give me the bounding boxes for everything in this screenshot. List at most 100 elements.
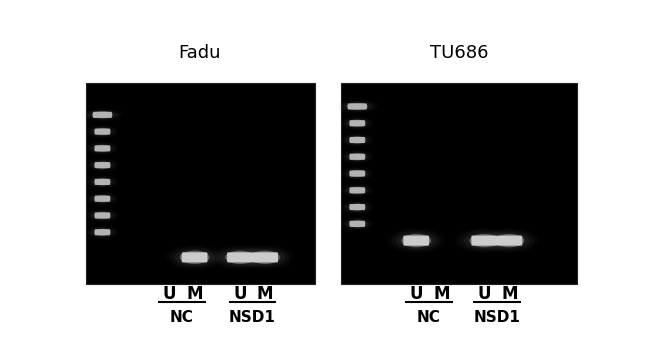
Text: M: M bbox=[501, 285, 517, 303]
FancyBboxPatch shape bbox=[95, 196, 110, 202]
Ellipse shape bbox=[348, 136, 366, 143]
Ellipse shape bbox=[400, 234, 432, 247]
FancyBboxPatch shape bbox=[95, 145, 110, 151]
FancyBboxPatch shape bbox=[404, 236, 429, 246]
Ellipse shape bbox=[469, 234, 500, 247]
Ellipse shape bbox=[94, 229, 111, 236]
Ellipse shape bbox=[88, 126, 116, 137]
Ellipse shape bbox=[349, 153, 365, 160]
FancyBboxPatch shape bbox=[350, 171, 365, 177]
Ellipse shape bbox=[348, 120, 366, 127]
Ellipse shape bbox=[94, 178, 111, 185]
FancyBboxPatch shape bbox=[350, 137, 365, 143]
Bar bbox=[341, 83, 577, 284]
Ellipse shape bbox=[469, 234, 499, 247]
FancyBboxPatch shape bbox=[252, 252, 278, 262]
Ellipse shape bbox=[170, 247, 220, 268]
FancyBboxPatch shape bbox=[350, 154, 365, 160]
Ellipse shape bbox=[88, 227, 116, 238]
Ellipse shape bbox=[402, 234, 431, 247]
Ellipse shape bbox=[91, 228, 114, 237]
Text: M: M bbox=[187, 285, 203, 303]
Ellipse shape bbox=[347, 103, 368, 110]
Ellipse shape bbox=[91, 127, 114, 136]
Ellipse shape bbox=[343, 201, 371, 213]
Ellipse shape bbox=[91, 194, 114, 203]
Ellipse shape bbox=[240, 247, 290, 268]
Ellipse shape bbox=[94, 162, 111, 169]
Ellipse shape bbox=[94, 179, 111, 185]
FancyBboxPatch shape bbox=[348, 103, 367, 110]
Ellipse shape bbox=[396, 232, 437, 249]
FancyBboxPatch shape bbox=[95, 162, 110, 168]
Ellipse shape bbox=[225, 251, 255, 264]
Ellipse shape bbox=[91, 178, 114, 186]
Ellipse shape bbox=[88, 110, 117, 119]
FancyBboxPatch shape bbox=[497, 236, 523, 246]
FancyBboxPatch shape bbox=[95, 179, 110, 185]
Ellipse shape bbox=[346, 186, 369, 195]
Ellipse shape bbox=[493, 234, 525, 247]
Text: M: M bbox=[433, 285, 450, 303]
FancyBboxPatch shape bbox=[350, 221, 365, 227]
Text: TU686: TU686 bbox=[430, 44, 488, 62]
Ellipse shape bbox=[94, 195, 111, 202]
Text: U: U bbox=[410, 285, 423, 303]
Ellipse shape bbox=[94, 145, 111, 152]
Ellipse shape bbox=[88, 160, 116, 171]
Ellipse shape bbox=[94, 145, 111, 152]
Ellipse shape bbox=[495, 234, 524, 247]
Ellipse shape bbox=[346, 103, 369, 110]
Ellipse shape bbox=[174, 249, 215, 266]
Ellipse shape bbox=[88, 176, 116, 188]
Text: NSD1: NSD1 bbox=[473, 310, 520, 325]
Ellipse shape bbox=[94, 128, 111, 135]
Ellipse shape bbox=[179, 251, 211, 264]
FancyBboxPatch shape bbox=[350, 187, 365, 193]
Ellipse shape bbox=[346, 219, 369, 228]
Ellipse shape bbox=[88, 143, 116, 154]
FancyBboxPatch shape bbox=[93, 112, 112, 118]
Ellipse shape bbox=[94, 212, 111, 219]
Text: U: U bbox=[162, 285, 176, 303]
Ellipse shape bbox=[339, 101, 375, 112]
Ellipse shape bbox=[348, 204, 366, 211]
Ellipse shape bbox=[220, 249, 261, 266]
Ellipse shape bbox=[343, 218, 371, 229]
Ellipse shape bbox=[91, 211, 114, 220]
Ellipse shape bbox=[343, 151, 371, 162]
Ellipse shape bbox=[94, 212, 111, 219]
Ellipse shape bbox=[94, 195, 111, 202]
Ellipse shape bbox=[348, 187, 366, 193]
Text: NSD1: NSD1 bbox=[229, 310, 276, 325]
Ellipse shape bbox=[348, 170, 366, 177]
Bar bbox=[86, 83, 315, 284]
Ellipse shape bbox=[391, 230, 441, 251]
Ellipse shape bbox=[343, 118, 371, 129]
Ellipse shape bbox=[91, 161, 114, 170]
FancyBboxPatch shape bbox=[350, 120, 365, 126]
Ellipse shape bbox=[224, 251, 256, 264]
Ellipse shape bbox=[215, 247, 265, 268]
Ellipse shape bbox=[349, 204, 365, 211]
Ellipse shape bbox=[348, 154, 366, 160]
Ellipse shape bbox=[343, 134, 371, 146]
FancyBboxPatch shape bbox=[95, 229, 110, 235]
Text: U: U bbox=[233, 285, 247, 303]
Ellipse shape bbox=[343, 102, 372, 111]
Ellipse shape bbox=[349, 120, 365, 127]
Ellipse shape bbox=[250, 251, 280, 264]
Ellipse shape bbox=[346, 169, 369, 178]
Ellipse shape bbox=[346, 203, 369, 212]
FancyBboxPatch shape bbox=[350, 204, 365, 210]
FancyBboxPatch shape bbox=[95, 212, 110, 219]
Ellipse shape bbox=[180, 251, 209, 264]
Ellipse shape bbox=[349, 220, 365, 228]
FancyBboxPatch shape bbox=[471, 236, 497, 246]
Ellipse shape bbox=[349, 187, 365, 194]
Ellipse shape bbox=[88, 193, 116, 204]
Ellipse shape bbox=[349, 136, 365, 144]
Ellipse shape bbox=[92, 111, 113, 118]
Ellipse shape bbox=[464, 232, 504, 249]
Ellipse shape bbox=[346, 152, 369, 161]
